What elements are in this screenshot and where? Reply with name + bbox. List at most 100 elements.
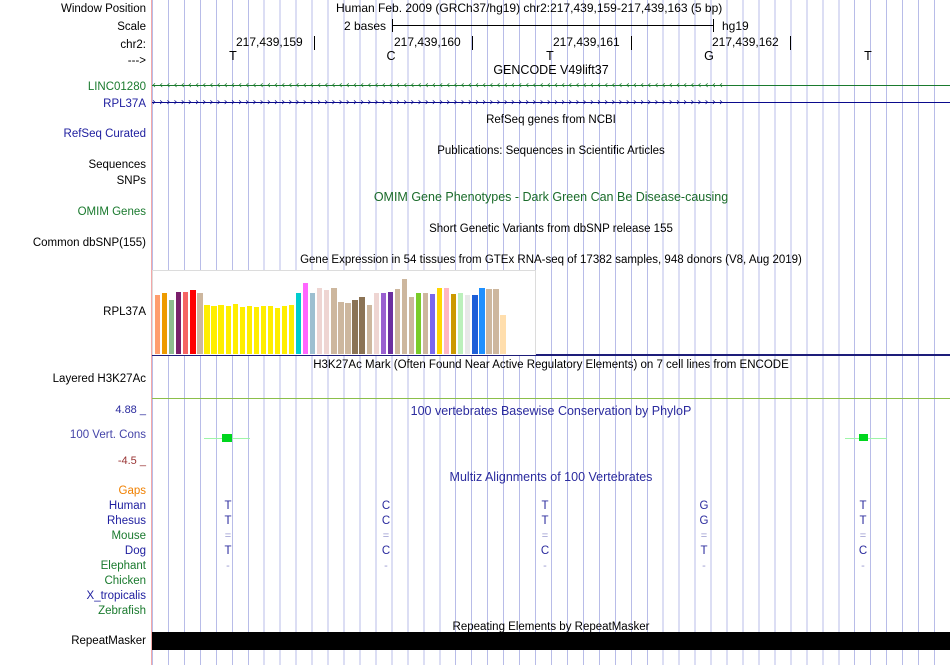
gtex-bar[interactable]: [422, 292, 429, 354]
gtex-bar[interactable]: [324, 290, 330, 354]
gtex-bar[interactable]: [451, 294, 457, 354]
axis-tick-glyph: _: [139, 404, 146, 416]
gtex-bar[interactable]: [472, 294, 478, 354]
multiz-base: -: [384, 560, 388, 572]
track-label-omim-genes[interactable]: OMIM Genes: [77, 206, 146, 218]
ruler-base-char: G: [704, 49, 714, 63]
track-label-repeatmasker[interactable]: RepeatMasker: [71, 635, 146, 647]
gtex-bar[interactable]: [331, 288, 337, 354]
gtex-bar[interactable]: [169, 299, 175, 354]
track-label-snps[interactable]: SNPs: [116, 175, 146, 187]
gtex-bar[interactable]: [458, 293, 464, 354]
gtex-bar[interactable]: [274, 308, 281, 354]
gtex-bar[interactable]: [338, 301, 344, 354]
gene-strand-chevrons-reverse: ‹ ‹ ‹ ‹ ‹ ‹ ‹ ‹ ‹ ‹ ‹ ‹ ‹ ‹ ‹ ‹ ‹ ‹ ‹ ‹ …: [152, 80, 724, 91]
gtex-bar[interactable]: [190, 290, 196, 354]
track-label-sequences[interactable]: Sequences: [88, 159, 146, 171]
multiz-species-label-rhesus[interactable]: Rhesus: [107, 515, 146, 527]
multiz-base: C: [540, 545, 550, 557]
track-label-refseq-curated[interactable]: RefSeq Curated: [63, 128, 146, 140]
ruler-tick-label: 217,439,161: [553, 35, 620, 49]
multiz-base: T: [541, 515, 549, 527]
gtex-bar[interactable]: [310, 292, 316, 354]
multiz-species-label-elephant[interactable]: Elephant: [100, 560, 146, 572]
gtex-bar[interactable]: [218, 304, 224, 354]
multiz-base: =: [541, 530, 549, 542]
ruler-tick-mark: [631, 36, 632, 50]
gtex-bar[interactable]: [352, 299, 358, 354]
gtex-bar[interactable]: [183, 291, 189, 354]
gtex-bar[interactable]: [162, 292, 168, 354]
gtex-bar[interactable]: [500, 314, 506, 354]
conservation-mark: [204, 434, 250, 444]
omim-title: OMIM Gene Phenotypes - Dark Green Can Be…: [373, 190, 729, 204]
multiz-base: C: [381, 545, 391, 557]
gtex-bar[interactable]: [303, 283, 309, 354]
gtex-bar[interactable]: [401, 279, 408, 354]
multiz-species-label-chicken[interactable]: Chicken: [104, 575, 146, 587]
scale-label: Scale: [117, 21, 146, 33]
track-label-100vert-cons[interactable]: 100 Vert. Cons: [69, 429, 146, 441]
gtex-bar[interactable]: [444, 287, 450, 354]
track-label-gtex-rpl37a[interactable]: RPL37A: [103, 306, 146, 318]
gtex-bar[interactable]: [232, 303, 238, 354]
multiz-base: =: [859, 530, 867, 542]
gtex-expression-barchart[interactable]: [152, 270, 950, 355]
gtex-bar[interactable]: [479, 287, 485, 354]
gtex-bar[interactable]: [359, 296, 365, 354]
axis-tick-glyph: _: [139, 455, 146, 467]
gtex-bar[interactable]: [225, 305, 231, 354]
gtex-bar[interactable]: [394, 289, 400, 354]
left-boundary-line: [151, 0, 152, 665]
gtex-bar[interactable]: [246, 306, 252, 354]
gtex-bar[interactable]: [380, 293, 386, 354]
gene-row-linc01280[interactable]: ‹ ‹ ‹ ‹ ‹ ‹ ‹ ‹ ‹ ‹ ‹ ‹ ‹ ‹ ‹ ‹ ‹ ‹ ‹ ‹ …: [152, 80, 950, 91]
track-label-layered-h3k27ac[interactable]: Layered H3K27Ac: [52, 373, 146, 385]
gtex-bar[interactable]: [366, 304, 372, 354]
multiz-species-label-mouse[interactable]: Mouse: [111, 530, 146, 542]
gtex-bar[interactable]: [155, 294, 161, 354]
gtex-bar[interactable]: [437, 287, 443, 354]
repeatmasker-bar[interactable]: [152, 632, 950, 650]
gtex-bar[interactable]: [345, 303, 351, 354]
ruler-base-char: T: [546, 49, 554, 63]
multiz-species-label-dog[interactable]: Dog: [124, 545, 146, 557]
gtex-bar[interactable]: [239, 307, 245, 354]
gtex-bar[interactable]: [373, 292, 379, 354]
gtex-bar[interactable]: [253, 307, 259, 354]
multiz-base: -: [543, 560, 547, 572]
gtex-bar[interactable]: [465, 294, 471, 354]
gtex-bar[interactable]: [260, 306, 267, 354]
gtex-bar[interactable]: [408, 296, 415, 354]
scale-value: 2 bases: [344, 19, 387, 33]
multiz-species-label-x-tropicalis[interactable]: X_tropicalis: [86, 590, 146, 602]
multiz-base: T: [541, 500, 549, 512]
multiz-base: =: [700, 530, 708, 542]
multiz-species-label-zebrafish[interactable]: Zebrafish: [98, 605, 146, 617]
gene-label-rpl37a[interactable]: RPL37A: [103, 98, 146, 110]
multiz-base: T: [859, 500, 867, 512]
gtex-bar[interactable]: [197, 293, 203, 354]
refseq-title: RefSeq genes from NCBI: [486, 114, 616, 126]
gtex-bar[interactable]: [296, 293, 302, 354]
track-label-common-dbsnp[interactable]: Common dbSNP(155): [32, 237, 146, 249]
gtex-bar[interactable]: [493, 289, 499, 354]
gene-row-rpl37a[interactable]: › › › › › › › › › › › › › › › › › › › › …: [152, 97, 950, 108]
multiz-species-label-human[interactable]: Human: [108, 500, 146, 512]
ruler-base-char: T: [229, 49, 237, 63]
gtex-bar[interactable]: [486, 289, 492, 354]
gtex-bar[interactable]: [176, 291, 182, 354]
gtex-bar[interactable]: [288, 304, 295, 354]
gtex-bar[interactable]: [267, 305, 274, 354]
gene-label-linc01280[interactable]: LINC01280: [87, 81, 146, 93]
gtex-bar[interactable]: [415, 293, 422, 354]
gtex-bar[interactable]: [281, 305, 288, 354]
gtex-bar[interactable]: [429, 294, 436, 354]
gtex-bar[interactable]: [317, 288, 323, 354]
gtex-bar[interactable]: [211, 306, 217, 354]
multiz-base: =: [224, 530, 232, 542]
multiz-species-label-gaps[interactable]: Gaps: [118, 485, 147, 497]
gtex-bar[interactable]: [204, 304, 210, 354]
strand-arrow-label: --->: [127, 55, 146, 67]
gtex-bar[interactable]: [387, 291, 393, 354]
